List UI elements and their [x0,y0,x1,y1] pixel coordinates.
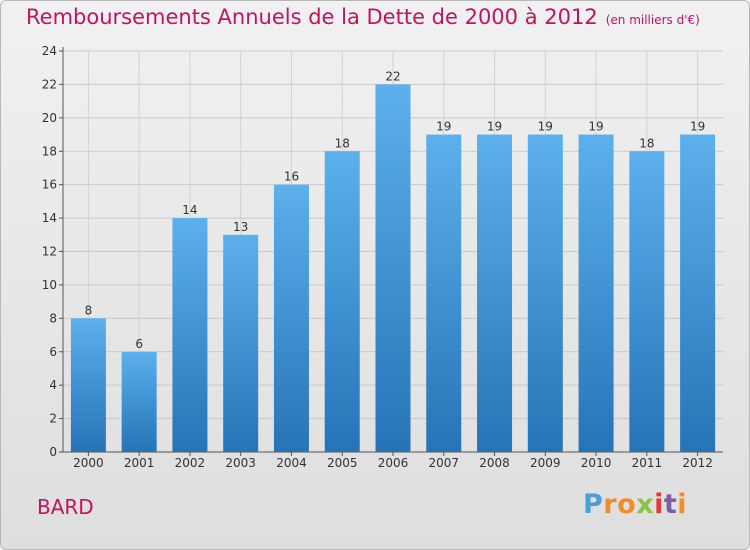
y-tick-label: 0 [49,445,57,459]
y-tick-label: 16 [42,178,57,192]
bar-value-label: 18 [335,136,350,150]
logo-letter: o [617,489,637,520]
bar-value-label: 19 [487,120,502,134]
bar [680,134,716,452]
logo-letter: t [663,489,678,520]
bar [324,151,360,452]
y-tick-label: 20 [42,111,57,125]
y-tick-label: 12 [42,245,57,259]
bar [629,151,665,452]
bar [578,134,614,452]
bar [426,134,462,452]
bar-value-label: 8 [85,303,93,317]
bar [70,318,106,452]
y-tick-label: 22 [42,77,57,91]
commune-name: BARD [37,495,94,519]
x-tick-label: 2006 [378,456,409,470]
bar [375,84,411,453]
bar-value-label: 22 [385,69,400,83]
bar [477,134,513,452]
x-tick-label: 2004 [276,456,307,470]
logo-letter: x [636,489,655,520]
logo-letter: r [603,489,618,520]
bar [273,184,309,452]
chart-title-text: Remboursements Annuels de la Dette de 20… [26,5,598,29]
bar-value-label: 19 [588,120,603,134]
y-tick-label: 24 [42,44,57,58]
y-tick-label: 4 [49,378,57,392]
bar-value-label: 19 [436,120,451,134]
x-tick-label: 2012 [682,456,713,470]
y-tick-label: 18 [42,144,57,158]
bar-value-label: 19 [690,120,705,134]
x-tick-label: 2009 [530,456,561,470]
x-tick-label: 2001 [124,456,155,470]
y-tick-label: 14 [42,211,57,225]
x-tick-label: 2003 [225,456,256,470]
y-tick-label: 2 [49,412,57,426]
bar [172,218,208,452]
logo-letter: P [583,489,604,520]
y-tick-label: 6 [49,345,57,359]
x-tick-label: 2008 [479,456,510,470]
proxiti-logo: Proxiti [583,489,687,520]
chart-unit: (en milliers d'€) [605,13,700,27]
x-tick-label: 2007 [428,456,459,470]
y-tick-label: 10 [42,278,57,292]
labels: 0246810121416182022248200062001142002132… [42,44,713,470]
bar-value-label: 18 [639,136,654,150]
x-tick-label: 2005 [327,456,358,470]
y-tick-label: 8 [49,311,57,325]
x-tick-label: 2011 [632,456,663,470]
bars [70,84,716,453]
bar-value-label: 19 [538,120,553,134]
bar-value-label: 13 [233,220,248,234]
bar-value-label: 16 [284,170,299,184]
bar [223,234,259,452]
x-tick-label: 2000 [73,456,104,470]
x-tick-label: 2002 [175,456,206,470]
bar [121,351,157,452]
logo-letter: i [654,489,664,520]
bar [527,134,563,452]
chart-title: Remboursements Annuels de la Dette de 20… [26,5,700,29]
x-tick-label: 2010 [581,456,612,470]
logo-letter: i [677,489,688,520]
bar-value-label: 6 [135,337,143,351]
bar-value-label: 14 [182,203,197,217]
